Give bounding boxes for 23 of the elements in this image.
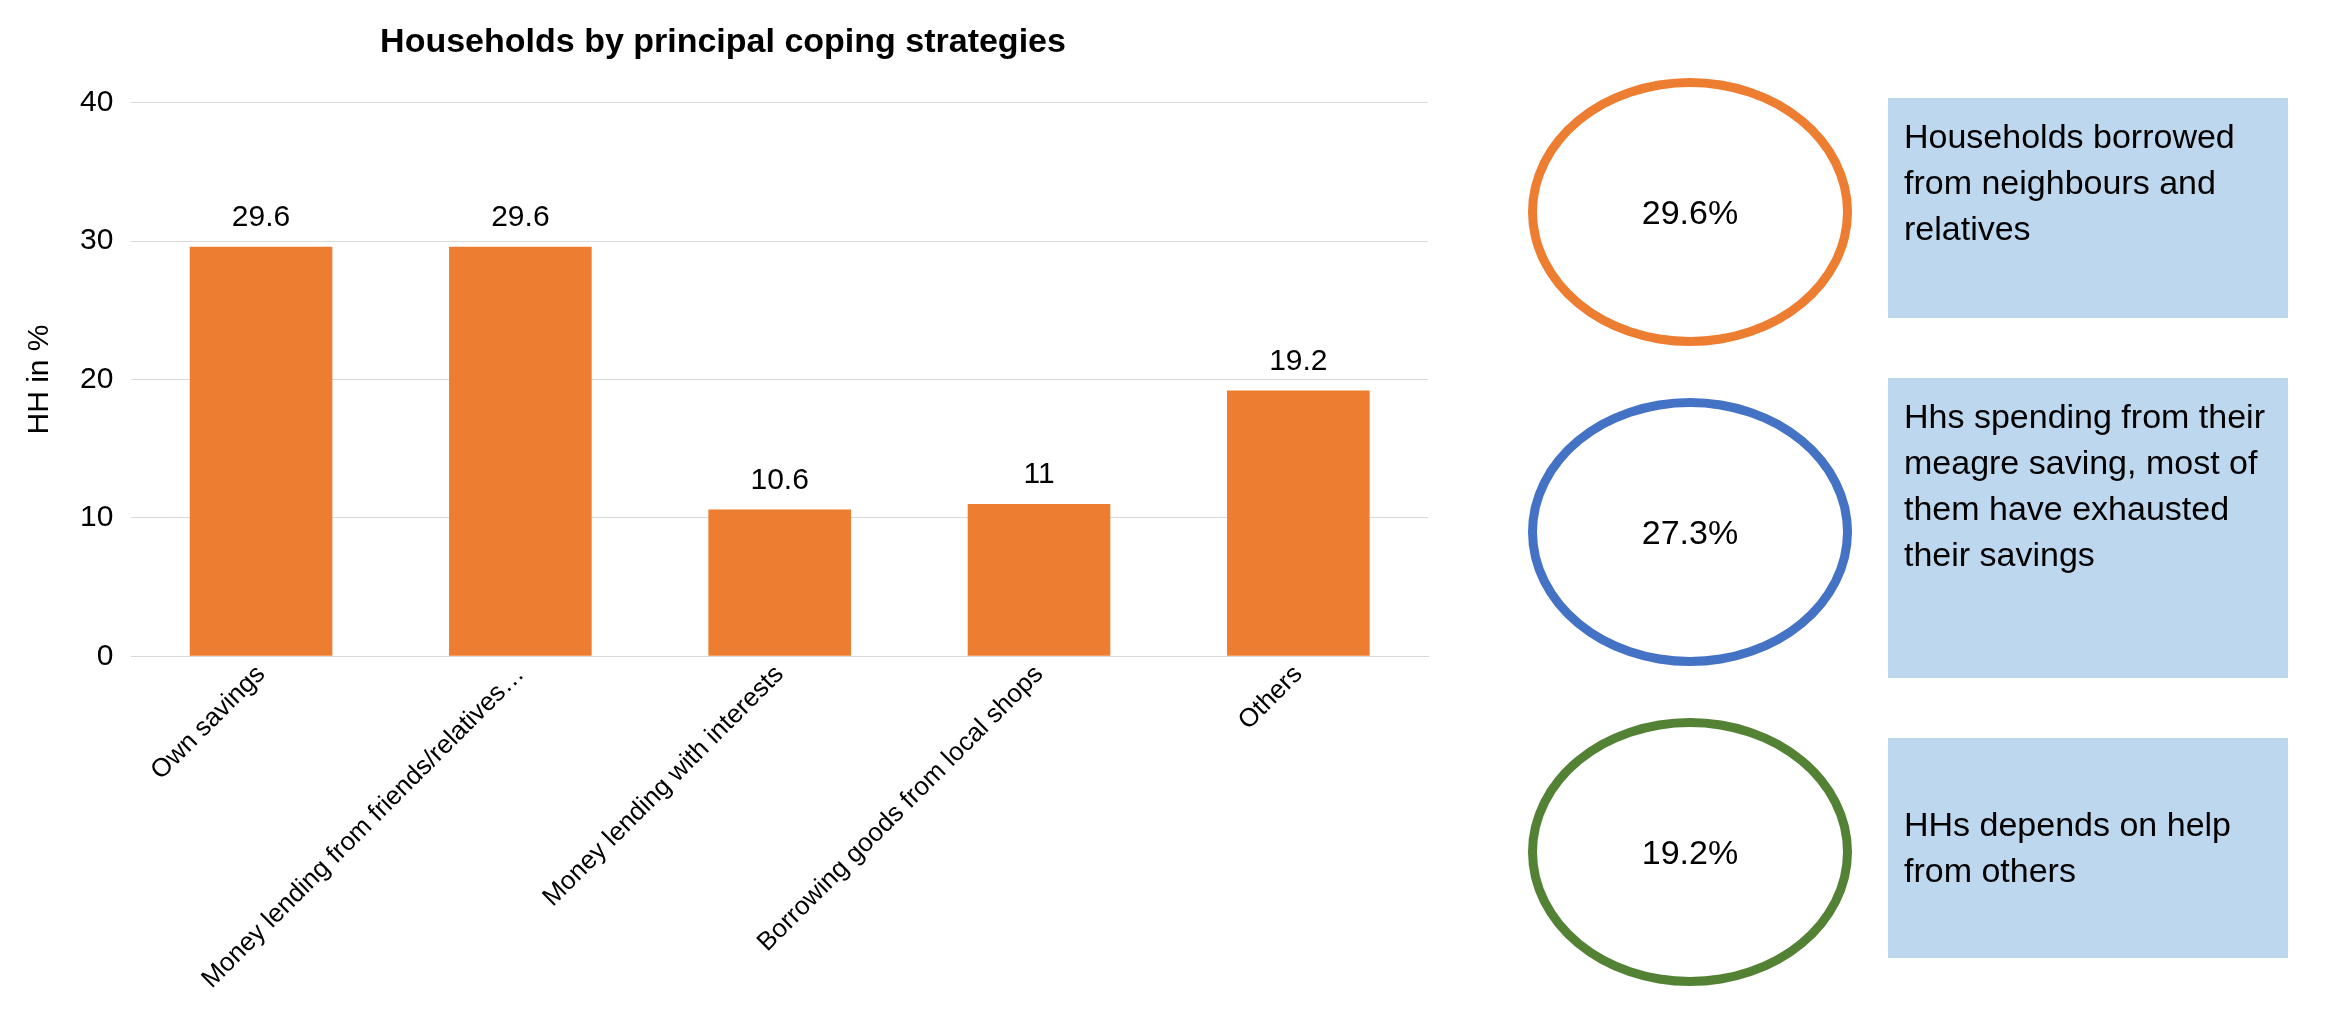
y-tick-label: 40	[79, 84, 114, 118]
data-label: 29.6	[231, 198, 291, 232]
text: Hhs spending from their meagre saving, most of them have exhausted their savings	[1904, 396, 2266, 575]
y-axis-title: HH in %	[21, 324, 55, 435]
data-label: 19.2	[1269, 342, 1328, 376]
bar	[449, 246, 592, 656]
bar	[1227, 390, 1370, 656]
text: HHs depends on help from others	[1904, 804, 2232, 891]
bar	[708, 509, 851, 656]
chart-title: Households by principal coping strategies	[380, 20, 1066, 59]
bar	[967, 504, 1111, 656]
data-label: 29.6	[491, 198, 550, 232]
category-label: 27.3%	[1641, 512, 1739, 552]
data-label: 11	[1023, 456, 1055, 490]
text: Households borrowed from neighbours and relatives	[1904, 116, 2236, 249]
y-tick-label: 0	[96, 637, 114, 671]
y-tick-label: 10	[79, 499, 114, 533]
category-label: 19.2%	[1641, 832, 1739, 872]
data-label: 10.6	[750, 461, 809, 495]
category-label: 29.6%	[1641, 192, 1739, 232]
y-tick-label: 30	[79, 222, 114, 256]
bar	[189, 246, 333, 656]
y-tick-label: 20	[79, 360, 114, 394]
